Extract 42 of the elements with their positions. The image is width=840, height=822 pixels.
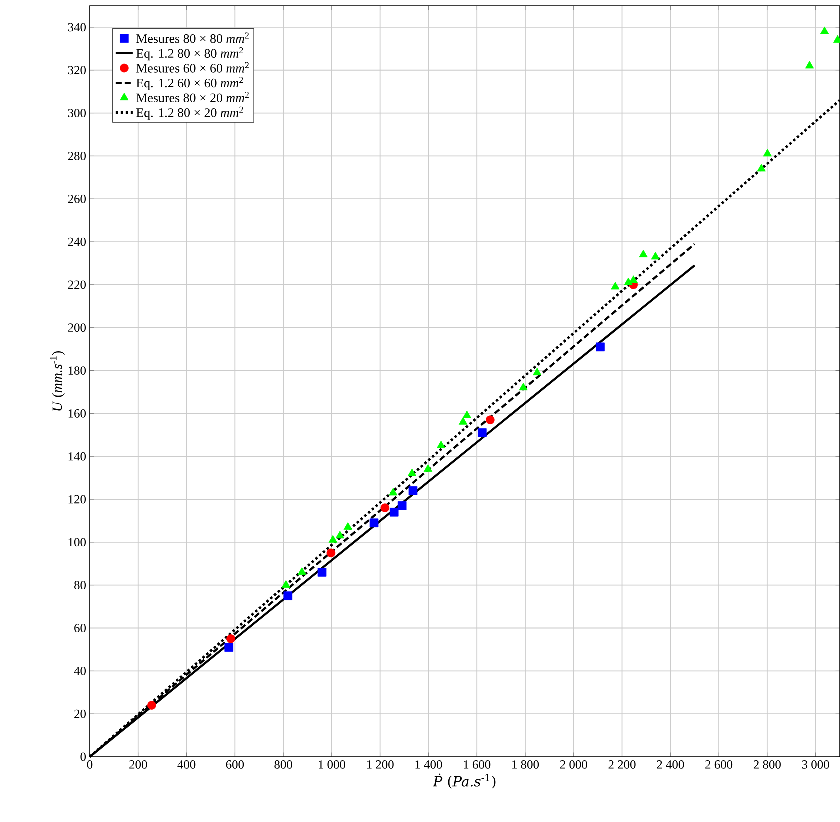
x-tick-label: 2 600 bbox=[706, 760, 733, 769]
legend-label: Eq. 1.2 60 × 60 mm$^{2}$ bbox=[136, 77, 244, 90]
x-tick-label: 400 bbox=[178, 760, 196, 769]
y-tick-label: 140 bbox=[68, 452, 86, 461]
y-tick-label: 100 bbox=[68, 538, 86, 547]
x-tick-label: 600 bbox=[226, 760, 244, 769]
y-tick-label: 60 bbox=[74, 624, 86, 632]
x-tick-label: 2 200 bbox=[608, 760, 636, 769]
x-tick-label: 3 000 bbox=[802, 760, 830, 769]
legend-label: Eq. 1.2 80 × 20 mm$^{2}$ bbox=[136, 106, 244, 120]
y-tick-label: 200 bbox=[68, 324, 86, 332]
y-tick-label: 220 bbox=[68, 280, 86, 290]
y-tick-label: 240 bbox=[68, 238, 86, 246]
legend-label: Eq. 1.2 80 × 80 mm$^{2}$ bbox=[136, 48, 244, 61]
legend-label: Mesures 60 × 60 mm$^{2}$ bbox=[136, 62, 249, 73]
y-tick-label: 0 bbox=[80, 752, 86, 762]
y-tick-label: 120 bbox=[68, 495, 86, 504]
x-tick-label: 2 000 bbox=[560, 760, 588, 769]
y-axis-title: U (mm.s$^{-1}$) bbox=[50, 351, 65, 411]
x-tick-label: 1 400 bbox=[416, 760, 442, 769]
y-tick-label: 320 bbox=[68, 66, 86, 75]
y-tick-label: 280 bbox=[68, 152, 86, 160]
y-tick-label: 340 bbox=[68, 23, 86, 32]
legend-label: Mesures 80 × 20 mm$^{2}$ bbox=[136, 92, 249, 102]
y-tick-label: 160 bbox=[68, 409, 86, 418]
legend-label: Mesures 80 × 80 mm$^{2}$ bbox=[136, 32, 249, 44]
y-tick-label: 40 bbox=[74, 666, 86, 676]
x-tick-label: 1 000 bbox=[319, 760, 346, 769]
x-tick-label: 200 bbox=[130, 760, 148, 769]
x-tick-label: 2 400 bbox=[657, 760, 684, 769]
x-tick-label: 800 bbox=[274, 760, 292, 769]
y-tick-label: 180 bbox=[68, 366, 86, 375]
x-tick-label: 1 800 bbox=[512, 760, 540, 769]
y-tick-label: 300 bbox=[68, 109, 86, 118]
y-tick-label: 260 bbox=[68, 194, 86, 204]
x-tick-label: 2 800 bbox=[754, 760, 781, 769]
y-tick-label: 80 bbox=[74, 581, 86, 590]
x-tick-label: 0 bbox=[87, 760, 93, 769]
x-tick-label: 1 200 bbox=[367, 760, 394, 769]
x-axis-title: Ṗ (Pa.s$^{-1}$) bbox=[432, 774, 496, 789]
x-tick-label: 1 600 bbox=[464, 760, 491, 769]
y-tick-label: 20 bbox=[74, 710, 86, 718]
